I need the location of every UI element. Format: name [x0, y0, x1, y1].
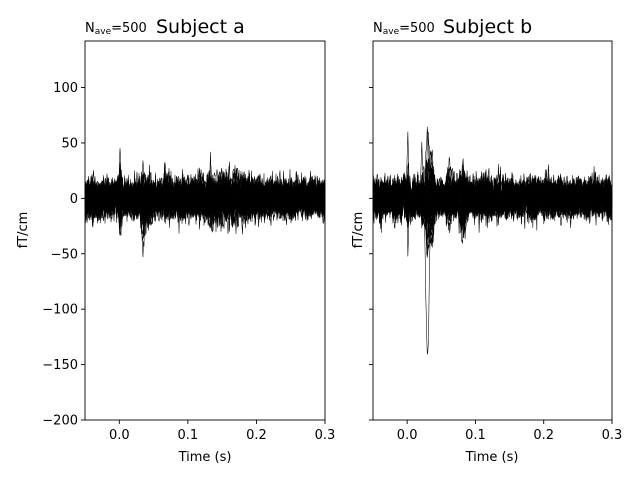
- title-subject-a: Subject a: [156, 16, 245, 38]
- x-tick-label: 0.3: [315, 428, 336, 443]
- y-tick-label: 0: [70, 192, 78, 207]
- traces-subject-b: [372, 126, 613, 355]
- y-tick-label: 100: [53, 81, 78, 96]
- y-ticks-subject-b: [369, 87, 373, 421]
- channel-trace: [84, 167, 326, 221]
- xlabel-subject-a: Time (s): [178, 450, 232, 465]
- xlabel-subject-b: Time (s): [465, 450, 519, 465]
- channel-trace: [372, 172, 613, 226]
- x-ticks-subject-a: 0.0 0.1 0.2 0.3: [109, 420, 335, 443]
- axes-frame-subject-b: [372, 40, 613, 421]
- y-tick-label: −50: [51, 247, 78, 262]
- ylabel-subject-b: fT/cm: [351, 212, 366, 249]
- y-tick-label: 50: [61, 136, 78, 151]
- x-ticks-subject-b: 0.0 0.1 0.2 0.3: [397, 420, 623, 443]
- y-tick-label: −200: [42, 414, 78, 429]
- x-tick-label: 0.0: [109, 428, 130, 443]
- panel-subject-a: 0.0 0.1 0.2 0.3 100 50 0 −50 −100 −150 −200 Nave=…: [16, 16, 335, 465]
- x-tick-label: 0.2: [246, 428, 267, 443]
- y-tick-label: −100: [42, 303, 78, 318]
- x-tick-label: 0.1: [465, 428, 486, 443]
- x-tick-label: 0.3: [602, 428, 623, 443]
- nave-label-subject-b: Nave=500: [373, 21, 435, 37]
- ylabel-subject-a: fT/cm: [16, 212, 31, 249]
- nave-label-subject-a: Nave=500: [85, 21, 147, 37]
- channel-trace: [84, 172, 326, 223]
- x-tick-label: 0.1: [178, 428, 199, 443]
- channel-trace: [84, 169, 326, 223]
- x-tick-label: 0.0: [397, 428, 418, 443]
- panel-subject-b: 0.0 0.1 0.2 0.3 Nave=500 Subject b Time (s)…: [351, 16, 622, 465]
- traces-subject-a: [84, 148, 326, 258]
- x-tick-label: 0.2: [533, 428, 554, 443]
- y-ticks-subject-a: 100 50 0 −50 −100 −150 −200: [42, 81, 85, 429]
- y-tick-label: −150: [42, 358, 78, 373]
- axes-frame-subject-a: [84, 40, 326, 421]
- title-subject-b: Subject b: [443, 16, 532, 38]
- channel-trace: [372, 169, 613, 355]
